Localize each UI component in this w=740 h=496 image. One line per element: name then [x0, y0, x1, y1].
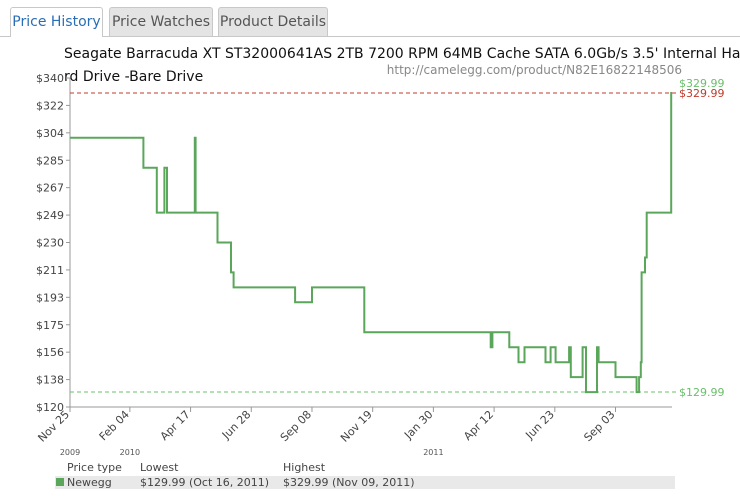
- y-tick-label: $285: [36, 154, 64, 167]
- x-year-label: 2011: [423, 448, 443, 457]
- source-url: http://camelegg.com/product/N82E16822148…: [387, 63, 682, 77]
- chart-title-line-1: Seagate Barracuda XT ST32000641AS 2TB 72…: [64, 46, 740, 62]
- y-tick-label: $322: [36, 99, 64, 112]
- legend-lowest-value: $129.99 (Oct 16, 2011): [140, 476, 270, 489]
- legend-header-highest: Highest: [283, 461, 326, 474]
- x-tick-label: Jun 23: [522, 408, 556, 442]
- reference-label-lowest: $129.99: [679, 386, 725, 399]
- legend-table: Price type Lowest Highest Newegg $129.99…: [55, 458, 675, 489]
- x-year-label: 2010: [120, 448, 140, 457]
- legend-highest-value: $329.99 (Nov 09, 2011): [283, 476, 415, 489]
- tab-price-history[interactable]: Price History: [10, 7, 103, 37]
- y-tick-label: $120: [36, 401, 64, 414]
- tab-bar: Price History Price Watches Product Deta…: [0, 0, 740, 37]
- legend-row-newegg: Newegg $129.99 (Oct 16, 2011) $329.99 (N…: [55, 476, 675, 489]
- x-tick-label: Feb 04: [97, 408, 132, 443]
- series-end-label: $329.99: [679, 77, 725, 90]
- x-tick-label: Jun 28: [219, 408, 253, 442]
- y-tick-label: $175: [36, 319, 64, 332]
- x-tick-label: Jan 30: [401, 408, 435, 442]
- legend-swatch: [56, 478, 64, 486]
- x-tick-label: Apr 17: [158, 408, 193, 443]
- y-tick-label: $230: [36, 237, 64, 250]
- chart-title: Seagate Barracuda XT ST32000641AS 2TB 72…: [64, 46, 740, 85]
- y-tick-label: $211: [36, 264, 64, 277]
- y-tick-label: $304: [36, 127, 64, 140]
- price-history-chart: Seagate Barracuda XT ST32000641AS 2TB 72…: [35, 46, 740, 457]
- y-tick-label: $156: [36, 346, 64, 359]
- y-tick-label: $340: [36, 72, 64, 85]
- x-tick-label: Sep 03: [581, 408, 617, 444]
- x-year-label: 2009: [60, 448, 80, 457]
- tab-bar-divider: [0, 36, 740, 37]
- plot-area: $120 $138 $156 $175 $193 $211 $230 $249 $267 $285…: [35, 72, 724, 457]
- x-tick-label: Nov 19: [338, 408, 375, 445]
- y-tick-label: $193: [36, 291, 64, 304]
- series-line-newegg: [70, 92, 673, 394]
- reference-label-highest: $329.99: [679, 87, 725, 100]
- y-tick-label: $138: [36, 374, 64, 387]
- legend-series-name: Newegg: [67, 476, 112, 489]
- tab-product-details[interactable]: Product Details: [218, 7, 328, 36]
- x-tick-label: Apr 12: [461, 408, 496, 443]
- x-tick-label: Sep 08: [278, 408, 314, 444]
- tab-price-watches[interactable]: Price Watches: [109, 7, 213, 36]
- y-tick-label: $249: [36, 209, 64, 222]
- legend-header-type: Price type: [67, 461, 122, 474]
- y-tick-label: $267: [36, 182, 64, 195]
- chart-title-line-2: rd Drive -Bare Drive: [64, 69, 203, 85]
- legend-header-lowest: Lowest: [140, 461, 179, 474]
